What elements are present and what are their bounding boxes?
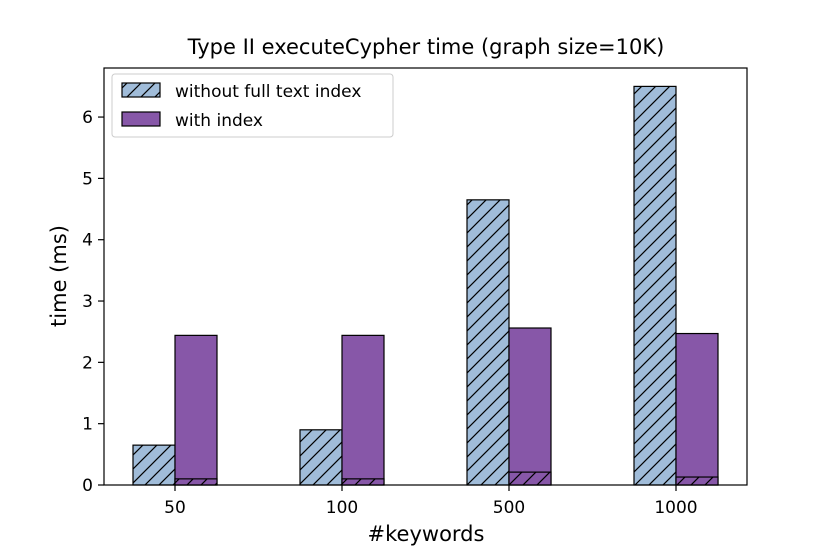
legend-label-without-index: without full text index	[175, 82, 361, 102]
bar-with-index-50	[174, 334, 218, 486]
y-tick-label-6: 6	[82, 108, 93, 128]
bar-without-index-hatch-50	[133, 445, 175, 485]
x-axis: 50 100 500 1000	[164, 485, 698, 518]
y-tick-label-1: 1	[82, 415, 93, 435]
y-tick-label-5: 5	[82, 169, 93, 189]
y-axis: 0 1 2 3 4 5 6	[82, 108, 104, 496]
y-axis-label: time (ms)	[47, 225, 71, 327]
y-tick-label-2: 2	[82, 353, 93, 373]
bar-with-index-1000	[675, 332, 719, 486]
bar-with-index-overlay-hatch-50	[175, 478, 217, 485]
x-tick-label-500: 500	[493, 498, 525, 518]
legend-swatch-with-index	[121, 111, 161, 127]
bar-with-index-overlay-hatch-100	[342, 478, 384, 485]
bar-with-index-overlay-hatch-1000	[676, 477, 718, 485]
bar-with-index-100	[341, 334, 385, 486]
bars-group	[132, 85, 719, 486]
x-tick-label-50: 50	[164, 498, 186, 518]
y-tick-label-4: 4	[82, 231, 93, 251]
bar-without-index-hatch-100	[300, 429, 342, 485]
bar-without-index-hatch-1000	[634, 86, 676, 485]
y-tick-label-0: 0	[82, 476, 93, 496]
legend: without full text index with index	[111, 73, 394, 138]
legend-swatch-without-index-hatch	[122, 83, 160, 97]
bar-with-index-overlay-hatch-500	[509, 472, 551, 485]
legend-frame	[111, 73, 394, 138]
x-tick-label-1000: 1000	[654, 498, 697, 518]
x-tick-label-100: 100	[326, 498, 358, 518]
x-axis-label: #keywords	[368, 522, 485, 546]
bar-without-index-hatch-500	[467, 199, 509, 485]
bar-with-index-500	[508, 327, 552, 486]
chart-title: Type II executeCypher time (graph size=1…	[187, 35, 665, 59]
y-tick-label-3: 3	[82, 292, 93, 312]
plot-frame	[103, 67, 748, 486]
legend-label-with-index: with index	[175, 111, 263, 131]
